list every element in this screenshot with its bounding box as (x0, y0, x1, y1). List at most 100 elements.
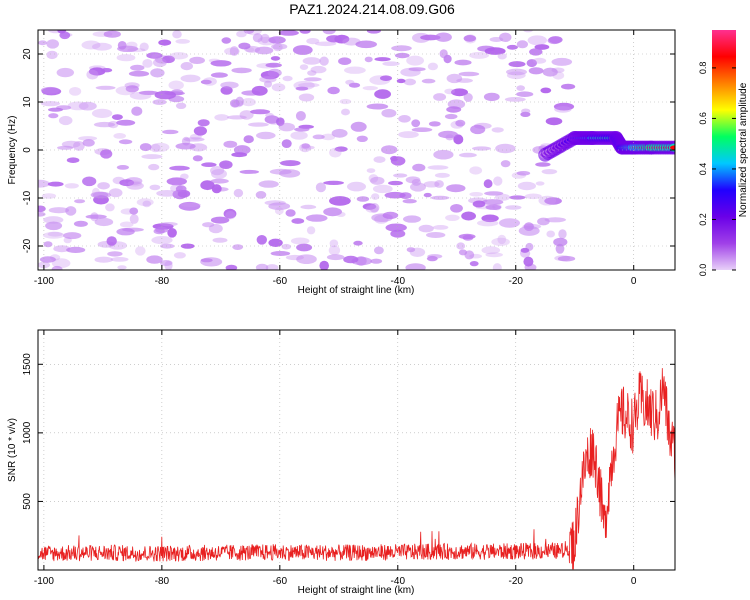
spectrogram-cell (347, 181, 366, 192)
spectrogram-cell (426, 232, 446, 238)
spectrogram-cell (391, 45, 412, 52)
y-tick-label: 10 (22, 96, 33, 108)
spectrogram-cell (210, 60, 232, 67)
spectrogram-cell (329, 147, 342, 158)
spectrogram-cell (380, 75, 392, 81)
spectrogram-grid (38, 30, 675, 270)
colorbar-tick-label: 0.2 (698, 213, 708, 226)
spectrogram-cell (251, 85, 268, 96)
spectrogram-cell (382, 211, 399, 219)
spectrogram-cell (509, 195, 526, 200)
spectrogram-cell (366, 168, 376, 174)
spectrogram-cell (211, 169, 227, 179)
spectrogram-cell (412, 163, 426, 172)
spectrogram-cell (500, 160, 511, 168)
spectrogram-cell (481, 199, 504, 206)
y-tick-label: 1500 (22, 353, 33, 376)
spectrogram-cell (118, 139, 133, 145)
colorbar-gradient (712, 30, 736, 270)
spectrogram-cell (557, 255, 576, 262)
spectrogram-cell (372, 184, 393, 194)
spectrogram-cell (315, 182, 326, 193)
spectrogram-cell (280, 160, 301, 167)
spectrogram-cell (307, 70, 317, 76)
colorbar-tick-label: 0.4 (698, 163, 708, 176)
spectrogram-cell (210, 166, 225, 176)
colorbar-ticks: 0.0 0.2 0.4 0.6 0.8 (698, 62, 736, 276)
snr-series-line (38, 368, 675, 570)
spectrogram-cell (446, 73, 463, 84)
colorbar-tick-label: 0.8 (698, 62, 708, 75)
spectrogram-cell (390, 156, 406, 166)
spectrogram-cell (428, 121, 441, 127)
spectrogram-cell (418, 224, 434, 233)
spectrogram-cell (95, 85, 116, 90)
spectrogram-cell (446, 184, 466, 193)
spectrogram-cell (180, 74, 201, 83)
spectrogram-cell (427, 62, 438, 71)
spectrogram-cell (341, 108, 350, 116)
spectrogram-cell (516, 85, 525, 91)
spectrogram-cell (445, 134, 455, 141)
y-tick-label: 1000 (22, 421, 33, 444)
signal-cell (670, 145, 675, 150)
spectrogram-cell (158, 39, 172, 46)
spectrogram-cell (398, 115, 411, 123)
spectrogram-cell (139, 42, 149, 52)
spectrogram-cell (461, 211, 476, 221)
spectrogram-cell (138, 90, 159, 95)
spectrogram-cell (272, 43, 283, 52)
spectrogram-cell (200, 257, 223, 267)
spectrogram-cell (484, 191, 504, 196)
spectrogram-cell (214, 114, 229, 121)
colorbar-tick-label: 0.6 (698, 112, 708, 125)
spectrogram-cell (326, 35, 343, 43)
spectrogram-cell (545, 117, 563, 126)
spectrogram-cell (469, 261, 479, 267)
spectrogram-cell (459, 152, 477, 158)
spectrogram-cell (434, 172, 450, 178)
spectrogram-cell (343, 255, 359, 264)
spectrogram-cell (281, 243, 292, 250)
spectrogram-cell (444, 88, 456, 95)
spectrogram-cell (51, 265, 63, 270)
spectrogram-cell (42, 231, 65, 239)
spectrogram-cell (110, 257, 129, 262)
spectrogram-cell (255, 263, 269, 270)
spectrogram-cell (446, 106, 462, 113)
spectrogram-cell (314, 41, 337, 47)
spectrogram-cell (350, 121, 367, 132)
spectrogram-xlabel: Height of straight line (km) (298, 285, 415, 296)
spectrogram-cell (374, 246, 384, 255)
spectrogram-cell (149, 184, 161, 191)
spectrogram-cell (406, 55, 424, 66)
spectrogram-cell (323, 207, 342, 217)
spectrogram-cell (516, 40, 529, 49)
spectrogram-cell (398, 131, 419, 139)
spectrogram-cell (506, 68, 527, 76)
spectrogram-cell (223, 208, 237, 219)
spectrogram-cell (301, 143, 311, 149)
spectrogram-cell (403, 215, 421, 223)
spectrogram-cell (555, 243, 565, 254)
spectrogram-cell (82, 176, 97, 187)
spectrogram-cell (241, 98, 256, 107)
spectrogram-cell (527, 35, 547, 46)
spectrogram-cell (353, 240, 363, 246)
spectrogram-cell (528, 67, 544, 75)
spectrogram-cell (445, 214, 460, 221)
spectrogram-cell (43, 216, 64, 224)
y-tick-label: 500 (22, 493, 33, 510)
spectrogram-cells (38, 30, 675, 270)
spectrogram-cell (274, 207, 284, 215)
spectrogram-cell (46, 39, 59, 49)
spectrogram-cell (366, 103, 389, 110)
spectrogram-cell (485, 204, 502, 210)
spectrogram-cell (117, 45, 139, 52)
spectrogram-cell (103, 30, 121, 38)
spectrogram-cell (212, 237, 228, 243)
spectrogram-cell (356, 135, 368, 142)
spectrogram-cell (292, 45, 313, 55)
x-tick-label: -40 (391, 576, 406, 587)
